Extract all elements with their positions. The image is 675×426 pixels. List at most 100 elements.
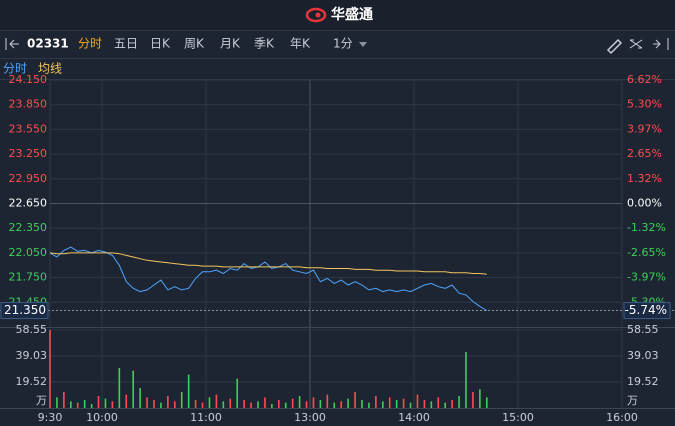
last-price-label: 21.350 xyxy=(4,303,46,317)
y2-tick-label: 19.52 xyxy=(627,375,659,388)
x-tick-label: 9:30 xyxy=(38,411,63,424)
volume-bar xyxy=(361,400,363,408)
legend-entry: 均线 xyxy=(38,62,62,76)
volume-bar xyxy=(395,400,398,408)
volume-bar xyxy=(160,402,162,408)
volume-bar xyxy=(250,402,252,408)
volume-bar xyxy=(180,392,183,408)
fullscreen-icon[interactable] xyxy=(629,39,643,49)
volume-bar xyxy=(132,370,134,408)
x-tick-label: 15:00 xyxy=(502,411,534,424)
y2-tick-label: 1.32% xyxy=(627,172,662,185)
y2-tick-label: -3.97% xyxy=(627,271,666,284)
volume-bar xyxy=(326,394,329,408)
y2-tick-label: -2.65% xyxy=(627,246,666,259)
volume-bar xyxy=(201,402,204,408)
price-line xyxy=(49,246,488,311)
volume-bar xyxy=(305,401,308,408)
tab[interactable]: 分时 xyxy=(78,37,102,51)
volume-bar xyxy=(291,398,294,408)
volume-bar xyxy=(472,392,474,408)
y2-tick-label: 5.30% xyxy=(627,98,662,111)
volume-bar xyxy=(83,400,86,408)
volume-bar xyxy=(70,401,72,408)
volume-bar xyxy=(278,400,280,408)
volume-bar xyxy=(444,402,446,408)
volume-bar xyxy=(153,400,155,408)
volume-bar xyxy=(90,404,93,408)
volume-bar xyxy=(236,378,238,408)
volume-bar xyxy=(298,396,301,408)
volume-bar xyxy=(333,402,336,408)
y-tick-label: 24.150 xyxy=(9,73,48,86)
tab[interactable]: 日K xyxy=(150,37,171,51)
volume-bar xyxy=(194,400,197,408)
volume-bar xyxy=(375,396,377,408)
volume-bar xyxy=(347,398,349,408)
y2-tick-label: 58.55 xyxy=(627,323,659,336)
toolbar xyxy=(0,30,675,58)
volume-bar xyxy=(430,401,433,408)
x-tick-label: 13:00 xyxy=(294,411,326,424)
volume-bar xyxy=(229,398,232,408)
x-tick-label: 14:00 xyxy=(398,411,430,424)
y-tick-label: 58.55 xyxy=(16,323,48,336)
y-tick-label: 21.750 xyxy=(9,271,48,284)
brand: 华盛通 xyxy=(331,6,373,23)
volume-bar xyxy=(243,400,245,408)
y2-tick-label: 3.97% xyxy=(627,122,662,135)
last-price-box xyxy=(0,302,49,320)
y2-tick-label: -1.32% xyxy=(627,221,666,234)
volume-bar xyxy=(312,397,315,408)
tab[interactable]: 年K xyxy=(290,37,311,51)
tab[interactable]: 周K xyxy=(184,37,205,51)
volume-bar xyxy=(368,402,370,408)
volume-bar xyxy=(63,392,65,408)
volume-bar xyxy=(354,392,356,408)
interval[interactable]: 1分 xyxy=(333,37,353,51)
volume-bar xyxy=(382,401,384,408)
volume-bar xyxy=(458,396,460,408)
y-tick-label: 23.250 xyxy=(9,147,48,160)
x-tick-label: 16:00 xyxy=(606,411,638,424)
volume-bar xyxy=(97,396,100,408)
volume-bar xyxy=(167,396,169,408)
tab[interactable]: 五日 xyxy=(114,37,138,51)
tab[interactable]: 月K xyxy=(220,37,241,51)
volume-bar xyxy=(451,400,453,408)
y-tick-label: 23.550 xyxy=(9,122,48,135)
volume-bar xyxy=(174,401,176,408)
tab[interactable]: 季K xyxy=(254,37,275,51)
volume-bar xyxy=(118,368,121,408)
volume-bar xyxy=(76,402,79,408)
volume-bar xyxy=(222,401,225,408)
y2-tick-label: 6.62% xyxy=(627,73,662,86)
collapse-icon[interactable] xyxy=(5,38,19,50)
x-tick-label: 10:00 xyxy=(86,411,118,424)
volume-bar xyxy=(49,329,51,408)
volume-bar xyxy=(104,398,107,408)
volume-bar xyxy=(402,398,405,408)
volume-unit: 万 xyxy=(627,394,638,407)
volume-bar xyxy=(423,400,426,408)
y-tick-label: 22.950 xyxy=(9,172,48,185)
edit-icon[interactable] xyxy=(606,38,623,55)
stock-code: 02331 xyxy=(27,37,69,51)
y-tick-label: 19.52 xyxy=(16,375,48,388)
dropdown-arrow[interactable] xyxy=(359,42,367,47)
volume-bar xyxy=(340,401,342,408)
volume-bar xyxy=(146,397,148,408)
last-change-box xyxy=(623,302,671,320)
expand-icon[interactable] xyxy=(653,38,669,50)
volume-bar xyxy=(388,397,391,408)
volume-bar xyxy=(416,394,419,408)
volume-unit: 万 xyxy=(36,394,47,407)
y2-tick-label: 0.00% xyxy=(627,197,662,210)
volume-bar xyxy=(215,394,218,408)
y-tick-label: 39.03 xyxy=(16,349,48,362)
volume-bar xyxy=(271,404,273,408)
price-line xyxy=(49,252,487,275)
y-tick-label: 22.650 xyxy=(9,197,48,210)
volume-bar xyxy=(486,397,488,408)
